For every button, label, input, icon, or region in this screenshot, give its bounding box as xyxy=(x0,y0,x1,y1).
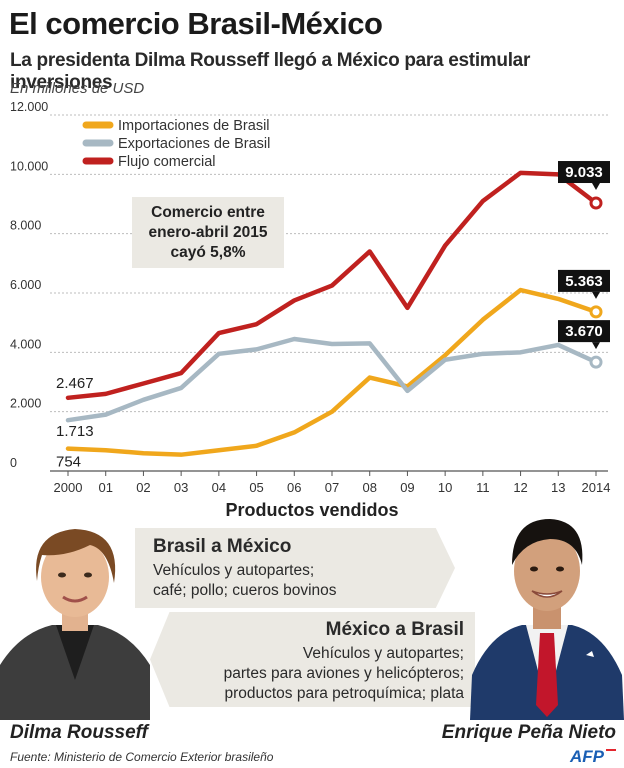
x-tick-label: 08 xyxy=(362,480,376,495)
x-tick-label: 10 xyxy=(438,480,452,495)
start-value-label: 1.713 xyxy=(56,423,94,440)
callout-pointer xyxy=(592,291,600,299)
person-name-left: Dilma Rousseff xyxy=(10,722,148,743)
x-tick-label: 02 xyxy=(136,480,150,495)
mexico-to-brasil-products: Vehículos y autopartes; partes para avio… xyxy=(224,644,464,704)
units-label: En millones de USD xyxy=(10,80,145,97)
svg-text:AFP: AFP xyxy=(569,747,605,766)
product-line: partes para aviones y helicópteros; xyxy=(223,665,464,682)
x-tick-label: 01 xyxy=(98,480,112,495)
trade-line-chart: 0 2.000 4.000 6.000 8.000 10.000 12.000 2000 01 0… xyxy=(10,100,610,495)
product-line: Vehículos y autopartes; xyxy=(302,645,464,662)
end-value-callout: 3.670 xyxy=(558,320,610,350)
x-tick-label: 11 xyxy=(476,480,490,495)
annotation-line: Comercio entre xyxy=(151,204,265,221)
y-tick-label: 12.000 xyxy=(10,100,48,114)
chart-grid: 0 2.000 4.000 6.000 8.000 10.000 12.000 2000 01 0… xyxy=(10,100,610,495)
series-end-point-flujo xyxy=(589,196,603,210)
x-tick-label: 04 xyxy=(212,480,226,495)
mexico-to-brasil-heading: México a Brasil xyxy=(325,619,464,640)
x-tick-label: 07 xyxy=(325,480,339,495)
callout-pointer xyxy=(592,183,600,191)
chart-series xyxy=(65,170,603,457)
y-tick-label: 10.000 xyxy=(10,159,48,173)
callout-box xyxy=(558,320,610,343)
legend-label: Flujo comercial xyxy=(118,154,216,170)
annotation-background xyxy=(132,197,284,268)
dilma-rousseff-portrait xyxy=(0,529,150,720)
annotation-line: enero-abril 2015 xyxy=(149,224,268,241)
brasil-to-mexico-heading: Brasil a México xyxy=(153,536,292,557)
y-tick-label: 8.000 xyxy=(10,219,41,233)
x-tick-label: 13 xyxy=(551,480,565,495)
enrique-pena-nieto-portrait xyxy=(470,519,624,720)
chart-legend: Importaciones de Brasil Exportaciones de … xyxy=(82,118,270,170)
callout-box xyxy=(558,269,610,292)
product-line: productos para petroquímica; plata xyxy=(224,685,464,702)
end-value-label: 5.363 xyxy=(565,273,603,290)
source-footer: Fuente: Ministerio de Comercio Exterior … xyxy=(10,750,274,764)
x-tick-label: 06 xyxy=(287,480,301,495)
legend-item-exportaciones: Exportaciones de Brasil xyxy=(82,136,270,152)
y-tick-label: 4.000 xyxy=(10,337,41,351)
person-name-right: Enrique Peña Nieto xyxy=(441,722,616,743)
series-end-point-importaciones xyxy=(589,305,603,319)
page-subtitle: La presidenta Dilma Rousseff llegó a Méx… xyxy=(10,50,531,93)
x-tick-label: 03 xyxy=(174,480,188,495)
products-title: Productos vendidos xyxy=(225,500,399,520)
y-tick-label: 0 xyxy=(10,456,17,470)
end-value-label: 9.033 xyxy=(565,164,603,181)
x-tick-label: 2000 xyxy=(54,480,83,495)
x-tick-label: 2014 xyxy=(582,480,611,495)
chart-annotation: Comercio entre enero-abril 2015 cayó 5,8% xyxy=(132,197,284,268)
end-value-callout: 5.363 xyxy=(558,269,610,299)
series-end-point-exportaciones xyxy=(589,355,603,369)
start-value-label: 754 xyxy=(56,454,81,471)
legend-label: Exportaciones de Brasil xyxy=(118,136,270,152)
brasil-to-mexico-arrow xyxy=(135,528,455,608)
legend-item-flujo: Flujo comercial xyxy=(82,154,216,170)
mexico-to-brasil-arrow xyxy=(150,612,475,707)
x-tick-label: 09 xyxy=(400,480,414,495)
y-tick-label: 2.000 xyxy=(10,397,41,411)
annotation-line: cayó 5,8% xyxy=(171,244,246,261)
series-line-importaciones xyxy=(65,287,599,457)
end-value-label: 3.670 xyxy=(565,323,603,340)
end-value-callout: 9.033 xyxy=(558,161,610,191)
legend-item-importaciones: Importaciones de Brasil xyxy=(82,118,270,134)
start-value-label: 2.467 xyxy=(56,375,94,392)
callout-pointer xyxy=(592,342,600,350)
callout-box xyxy=(558,161,610,184)
afp-logo: AFP xyxy=(569,747,616,766)
legend-label: Importaciones de Brasil xyxy=(118,118,270,134)
brasil-to-mexico-products: Vehículos y autopartes; café; pollo; cue… xyxy=(153,561,337,601)
product-line: café; pollo; cueros bovinos xyxy=(153,582,337,599)
x-tick-label: 05 xyxy=(249,480,263,495)
y-tick-label: 6.000 xyxy=(10,278,41,292)
page-title: El comercio Brasil-México xyxy=(9,6,383,41)
chart-labels: 2.467 1.713 754 9.033 5.363 3.670 xyxy=(56,161,610,471)
product-line: Vehículos y autopartes; xyxy=(153,562,315,579)
series-line-flujo xyxy=(65,170,599,401)
series-line-exportaciones xyxy=(65,336,599,423)
annotation-box: Comercio entre enero-abril 2015 cayó 5,8% xyxy=(132,197,284,268)
x-tick-label: 12 xyxy=(513,480,527,495)
